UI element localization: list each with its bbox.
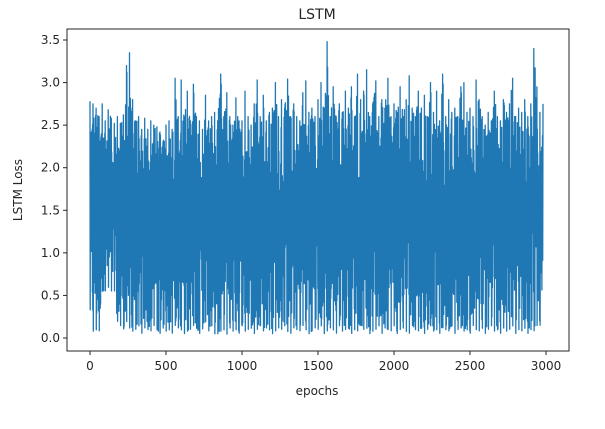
series-line-0 [89, 41, 544, 335]
x-tick-label: 3000 [531, 359, 562, 373]
y-tick-label: 0.5 [41, 288, 60, 302]
y-tick-label: 1.0 [41, 246, 60, 260]
x-tick-label: 1500 [303, 359, 334, 373]
y-tick-label: 2.0 [41, 161, 60, 175]
y-axis-ticks: 0.0 0.5 1.0 1.5 2.0 2.5 3.0 3.5 [41, 33, 67, 345]
chart-title: LSTM [298, 7, 335, 23]
x-tick-label: 2500 [455, 359, 486, 373]
x-tick-label: 2000 [379, 359, 410, 373]
x-axis-ticks: 0 500 1000 1500 2000 2500 3000 [86, 351, 561, 373]
y-tick-label: 1.5 [41, 203, 60, 217]
series-line-group [89, 41, 544, 335]
x-tick-label: 500 [155, 359, 178, 373]
y-tick-label: 0.0 [41, 331, 60, 345]
x-tick-label: 0 [86, 359, 94, 373]
x-tick-label: 1000 [227, 359, 258, 373]
y-tick-label: 3.0 [41, 76, 60, 90]
y-tick-label: 3.5 [41, 33, 60, 47]
x-axis-label: epochs [296, 384, 339, 398]
y-axis-label: LSTM Loss [11, 159, 25, 221]
y-tick-label: 2.5 [41, 118, 60, 132]
